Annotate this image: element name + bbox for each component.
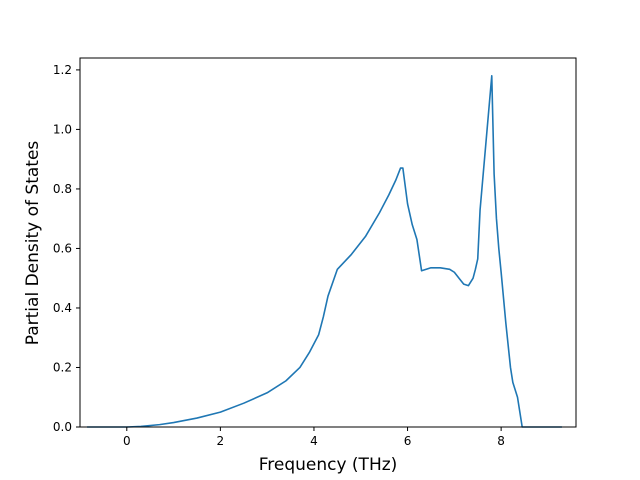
tick-layer: 0 2 4 6 8 0.0 0.2 0.4 0.6 0.8 1.0 1.2 [53,63,505,448]
y-tick-label: 1.2 [53,63,72,77]
x-tick-label: 6 [404,434,412,448]
y-tick-label: 0.2 [53,360,72,374]
y-tick-label: 0.6 [53,241,72,255]
x-axis-label: Frequency (THz) [259,455,398,475]
y-tick-label: 0.0 [53,420,72,434]
x-tick-label: 8 [497,434,505,448]
x-tick-label: 2 [217,434,225,448]
y-tick-label: 0.4 [53,301,72,315]
y-axis-label: Partial Density of States [23,141,43,346]
x-tick-label: 4 [310,434,318,448]
series-line-0 [87,75,562,428]
axes-frame [79,57,577,428]
plot-area [87,75,562,428]
x-tick-label: 0 [123,434,131,448]
y-tick-label: 1.0 [53,122,72,136]
y-tick-label: 0.8 [53,182,72,196]
